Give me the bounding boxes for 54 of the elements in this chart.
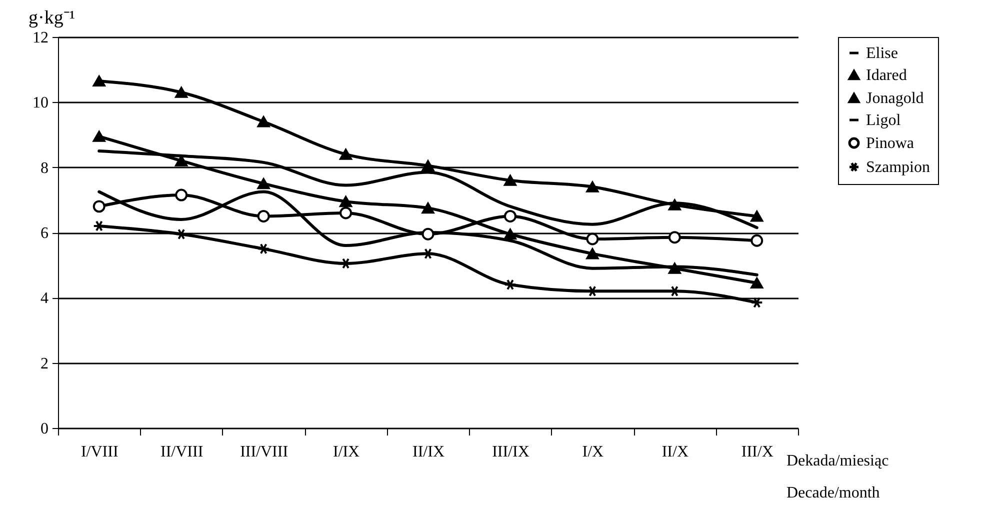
legend-label: Idared	[866, 67, 907, 84]
point	[257, 243, 270, 254]
point	[257, 210, 270, 222]
point	[750, 277, 764, 289]
y-tick-label: 10	[32, 94, 48, 112]
point	[422, 160, 434, 172]
legend-label: Elise	[866, 45, 898, 62]
legend-label: Ligol	[866, 112, 902, 129]
point	[92, 75, 106, 87]
point	[586, 232, 599, 246]
point	[175, 86, 188, 98]
point	[750, 210, 764, 222]
point	[504, 279, 516, 290]
x-axis-title: Dekada/miesiąc Decade/month	[786, 452, 889, 502]
point	[668, 262, 681, 274]
point	[340, 148, 352, 160]
x-tick-label: II/X	[662, 444, 689, 460]
x-tick-label: I/VIII	[80, 444, 118, 460]
point	[750, 234, 764, 247]
x-tick-label: I/IX	[332, 444, 360, 460]
point	[422, 228, 434, 240]
point	[175, 155, 188, 166]
point	[750, 296, 764, 308]
point	[340, 206, 352, 220]
y-axis-title: g·kg⁻¹	[28, 8, 76, 28]
x-tick-label: I/X	[582, 444, 604, 460]
x-tick-label: III/IX	[492, 444, 530, 460]
point	[504, 174, 516, 186]
y-tick-label: 4	[40, 290, 48, 308]
x-tick-label: II/VIII	[160, 444, 204, 460]
y-tick-label: 2	[40, 355, 48, 372]
point	[504, 210, 516, 222]
y-tick-label: 6	[40, 225, 48, 242]
point	[586, 181, 599, 192]
y-tick-label: 0	[40, 420, 48, 438]
legend-label: Pinowa	[866, 135, 914, 152]
point	[504, 228, 516, 240]
point	[257, 178, 270, 190]
point	[257, 116, 270, 128]
point	[586, 248, 599, 260]
y-tick-label: 8	[40, 160, 48, 177]
point	[92, 200, 106, 213]
legend-label: Jonagold	[866, 90, 924, 107]
point	[92, 130, 106, 142]
x-tick-label: III/X	[741, 444, 774, 460]
x-tick-label: II/IX	[412, 444, 445, 460]
x-tick-label: III/VIII	[240, 444, 288, 460]
point	[422, 202, 434, 214]
point	[340, 196, 352, 208]
point	[668, 199, 681, 210]
point	[668, 231, 681, 244]
point	[175, 188, 188, 202]
legend-label: Szampion	[866, 159, 930, 176]
y-tick-label: 12	[32, 30, 48, 46]
